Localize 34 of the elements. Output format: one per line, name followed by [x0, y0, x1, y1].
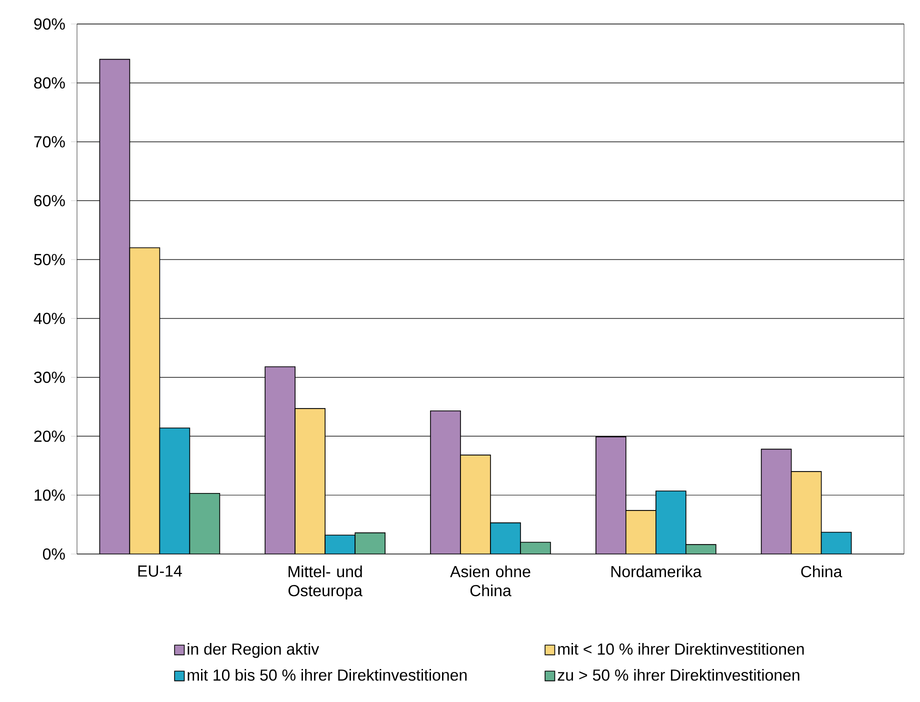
y-tick-label: 10%	[34, 489, 65, 501]
bar	[656, 490, 686, 554]
bar	[596, 436, 626, 554]
x-tick-label: EU-14	[138, 566, 182, 577]
x-tick-label: Asien ohne China	[450, 566, 530, 596]
bar	[264, 366, 296, 554]
legend-label: zu > 50 % ihrer Direktinvestitionen	[558, 669, 800, 681]
y-tick-label: 50%	[34, 254, 65, 266]
y-tick-label: 20%	[34, 430, 65, 442]
bar	[760, 448, 792, 554]
y-tick-label: 70%	[34, 136, 65, 148]
bar	[129, 247, 160, 554]
bar	[430, 410, 461, 554]
bar	[490, 522, 521, 554]
x-tick-label: China	[801, 566, 842, 578]
legend-label: in der Region aktiv	[188, 643, 320, 658]
bar	[294, 408, 326, 554]
y-tick-label: 40%	[34, 312, 65, 324]
bar	[159, 428, 190, 554]
y-tick-label: 30%	[34, 372, 65, 383]
y-tick-label: 0%	[42, 548, 65, 560]
y-tick-label: 80%	[34, 77, 65, 89]
y-tick-label: 60%	[34, 195, 65, 206]
bar	[99, 58, 130, 554]
bar	[820, 532, 852, 554]
bar	[460, 454, 491, 554]
x-tick-label: Nordamerika	[611, 566, 702, 578]
x-tick-label: Mittel- und Osteuropa	[288, 566, 362, 600]
y-tick-label: 90%	[34, 18, 65, 30]
bar	[324, 534, 356, 554]
legend-label: mit < 10 % ihrer Direktinvestitionen	[558, 643, 804, 655]
legend-label: mit 10 bis 50 % ihrer Direktinvestitionen	[188, 669, 467, 681]
bar	[626, 510, 656, 554]
bar	[790, 471, 822, 554]
